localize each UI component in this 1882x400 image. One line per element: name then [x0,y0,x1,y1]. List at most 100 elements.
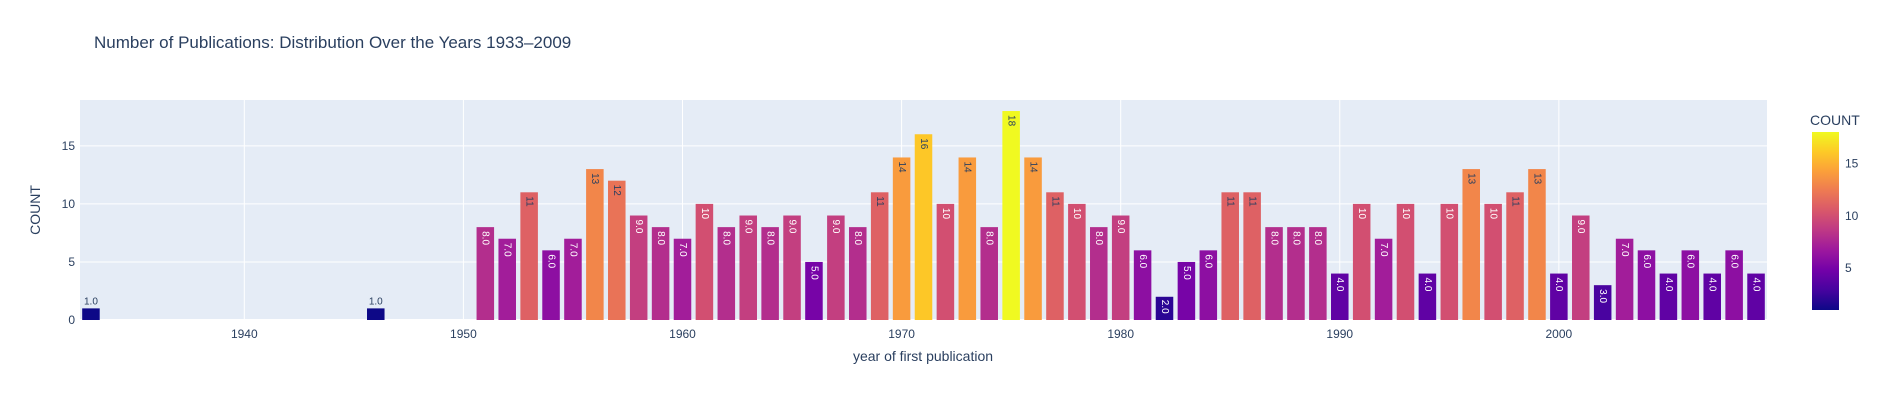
bar [1309,227,1327,320]
bar-value-label: 7.0 [502,243,513,257]
bar [1002,111,1020,320]
bar [870,192,889,320]
bar [1133,250,1152,320]
bar-value-label: 11 [1225,196,1236,207]
bar-value-label: 2.0 [1159,300,1170,314]
x-axis-title: year of first publication [853,348,993,364]
bar [1462,169,1480,320]
bar [1287,227,1305,320]
bar [82,308,100,320]
bar [980,227,998,320]
bar [1221,192,1239,320]
bar-value-label: 11 [874,196,885,207]
bar [1418,273,1437,320]
bar-value-label: 10 [1356,208,1367,220]
x-tick-label: 1980 [1107,327,1134,341]
bar-value-label: 11 [1049,196,1060,207]
bar-value-label: 13 [1531,173,1542,185]
bar [936,203,955,320]
chart-title: Number of Publications: Distribution Ove… [94,33,572,52]
bar-value-label: 11 [1246,196,1257,207]
bar-value-label: 11 [1509,196,1520,207]
bar [1155,296,1174,320]
bar-value-label: 14 [1027,161,1038,173]
bar [1331,273,1349,320]
bar [564,238,582,320]
bar [1593,285,1612,320]
bar-value-label: 6.0 [1203,254,1214,268]
bar-value-label: 7.0 [1378,243,1389,257]
y-tick-label: 10 [62,197,76,211]
bar [892,157,911,320]
bar [1637,250,1656,320]
colorbar-tick-label: 15 [1845,156,1859,170]
bar-value-label: 8.0 [852,231,863,245]
bar [651,227,670,320]
bar [1572,215,1590,320]
bar [1528,169,1546,320]
y-tick-label: 0 [68,313,75,327]
bar-value-label: 12 [611,185,622,197]
bar-value-label: 8.0 [984,231,995,245]
bar-value-label: 5.0 [808,266,819,280]
bar [1506,192,1524,320]
bar-value-label: 6.0 [545,254,556,268]
bar-value-label: 5.0 [1181,266,1192,280]
bar-value-label: 9.0 [786,220,797,234]
bar [761,227,779,320]
bar-value-label: 14 [896,161,907,173]
y-tick-label: 15 [62,139,76,153]
bar [783,215,801,320]
bar-value-label: 6.0 [1641,254,1652,268]
bar-value-label: 8.0 [1312,231,1323,245]
bar [498,238,516,320]
bar-value-label: 6.0 [1728,254,1739,268]
bar [1396,203,1415,320]
bar-labels: 1.0 1.0 8.0 7.0 11 6.0 7.0 13 12 9.0 8.0 7.0 10 8.0 9.… [84,115,1761,314]
bar [1550,273,1568,320]
x-tick-label: 1950 [450,327,477,341]
bar-value-label: 8.0 [1093,231,1104,245]
bar-value-label: 8.0 [721,231,732,245]
x-tick-label: 1970 [888,327,915,341]
y-axis-title: COUNT [27,185,43,235]
bar-value-label: 10 [1071,208,1082,220]
x-tick-label: 1960 [669,327,696,341]
colorbar-tick-label: 10 [1845,209,1859,223]
bar [739,215,757,320]
bar-value-label: 4.0 [1334,278,1345,292]
bar [849,227,867,320]
bar [542,250,560,320]
bar-value-label: 8.0 [1268,231,1279,245]
bar-value-label: 1.0 [84,296,98,307]
bar [1046,192,1064,320]
bar [695,203,714,320]
bar-value-label: 6.0 [1685,254,1696,268]
bar [1090,227,1108,320]
colorbar [1812,132,1839,310]
bar [1243,192,1261,320]
bar-value-label: 9.0 [1115,220,1126,234]
bar [717,227,736,320]
bar-value-label: 10 [1487,208,1498,220]
bar [673,238,692,320]
bar-value-label: 10 [1444,208,1455,220]
bar-value-label: 7.0 [677,243,688,257]
bar [1659,273,1678,320]
bar-value-label: 4.0 [1553,278,1564,292]
bar-value-label: 9.0 [743,220,754,234]
bar-value-label: 8.0 [764,231,775,245]
bar [827,215,845,320]
bar [367,308,385,320]
x-tick-label: 1990 [1326,327,1353,341]
bar [608,180,626,320]
bar-value-label: 13 [1466,173,1477,185]
x-tick-label: 1940 [231,327,258,341]
bar-value-label: 4.0 [1750,278,1761,292]
colorbar-title: COUNT [1810,112,1860,128]
bar [1177,261,1196,320]
x-tick-label: 2000 [1546,327,1573,341]
bar [586,169,604,320]
bar [520,192,538,320]
